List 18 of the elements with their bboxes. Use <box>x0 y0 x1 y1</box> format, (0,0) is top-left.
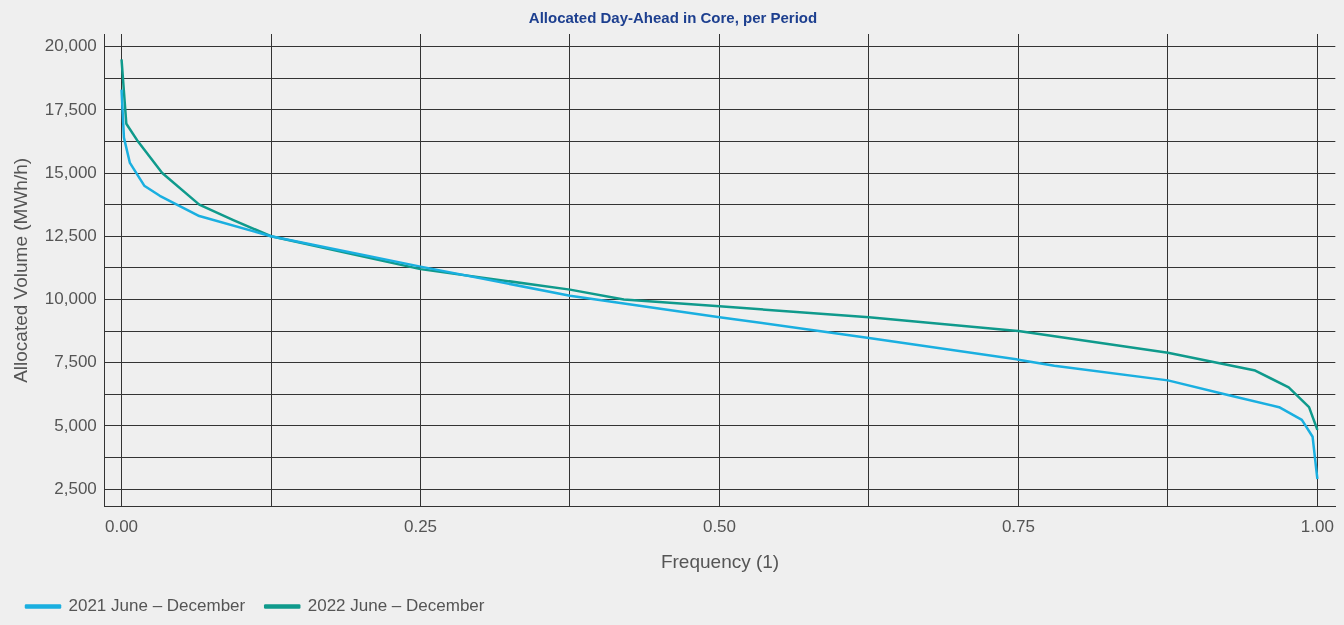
legend-label: 2021 June – December <box>68 596 246 616</box>
y-tick-label: 2,500 <box>54 478 97 498</box>
y-tick-label: 15,000 <box>44 162 97 182</box>
legend-label: 2022 June – December <box>307 596 485 616</box>
y-axis-title: Allocated Volume (MWh/h) <box>9 157 31 383</box>
y-tick-label: 17,500 <box>44 99 97 119</box>
y-tick-label: 12,500 <box>44 225 97 245</box>
x-tick-label: 0.50 <box>702 516 737 536</box>
y-tick-label: 7,500 <box>54 352 97 372</box>
x-tick-label: 0.00 <box>104 516 139 536</box>
y-tick-label: 5,000 <box>54 415 97 435</box>
chart-title: Allocated Day-Ahead in Core, per Period <box>528 9 818 27</box>
y-tick-label: 20,000 <box>44 36 97 56</box>
x-tick-label: 0.75 <box>1001 516 1035 536</box>
x-axis-title: Frequency (1) <box>660 550 780 572</box>
x-tick-label: 0.25 <box>403 516 438 536</box>
x-tick-label: 1.00 <box>1300 516 1334 536</box>
y-tick-label: 10,000 <box>44 289 97 309</box>
